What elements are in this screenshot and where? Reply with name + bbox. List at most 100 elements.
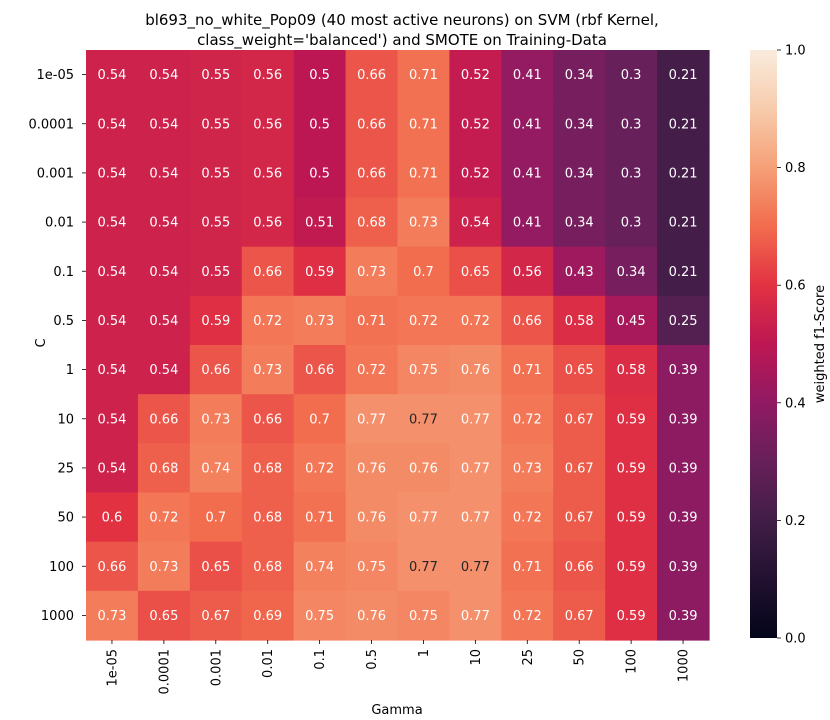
heatmap-cell-label: 0.41 [513,166,542,181]
colorbar-tick-label: 0.0 [785,632,806,647]
heatmap-cell-label: 0.68 [253,511,282,526]
chart-title-line-1: bl693_no_white_Pop09 (40 most active neu… [145,11,659,30]
heatmap-cell [86,246,139,297]
heatmap-cell [189,394,243,444]
heatmap-cell [241,345,295,395]
heatmap-cell [241,295,295,346]
heatmap-cell-label: 0.72 [513,511,542,526]
heatmap-cell-label: 0.77 [409,560,438,575]
heatmap-cell [553,197,606,248]
heatmap-cell-labels: 0.54 0.54 0.55 0.56 0.5 0.66 0.71 0.52 0.41 0.34 0… [97,68,697,624]
heatmap-cell-label: 0.66 [201,363,230,378]
heatmap-cell [449,394,502,444]
heatmap-cell [657,246,710,297]
heatmap-cell-label: 0.74 [201,461,230,476]
colorbar-ticks: 0.0 0.2 0.4 0.6 0.8 1.0 [777,44,806,647]
heatmap-cell [345,246,399,297]
heatmap-cell-label: 0.54 [149,117,178,132]
heatmap-cell [137,590,191,641]
heatmap-cell [86,50,139,100]
heatmap-cell-label: 0.77 [461,461,490,476]
heatmap-cell-label: 0.76 [461,363,490,378]
heatmap-cell [137,345,191,395]
x-tick-label: 50 [573,649,588,666]
heatmap-cell-label: 0.34 [565,68,594,83]
heatmap-cell [86,295,139,346]
heatmap-cell-label: 0.34 [565,216,594,231]
heatmap-cell [657,541,710,592]
heatmap-cell-label: 0.67 [565,511,594,526]
y-tick-label: 10 [57,412,74,427]
heatmap-cell [293,246,347,297]
heatmap-cell-label: 0.77 [409,511,438,526]
heatmap-cell [605,99,658,149]
heatmap-cell-label: 0.72 [513,412,542,427]
heatmap-cell [137,148,191,199]
heatmap-cell-label: 0.73 [305,314,334,329]
heatmap-cell [137,443,191,494]
y-tick-label: 1 [66,363,74,378]
heatmap-cell [345,148,399,199]
heatmap-cell [137,99,191,149]
heatmap-cell-label: 0.71 [357,314,386,329]
heatmap-cell [501,541,554,592]
heatmap-cell-label: 0.58 [565,314,594,329]
heatmap-cell [241,590,295,641]
heatmap-cell-label: 0.73 [513,461,542,476]
heatmap-cell-label: 0.67 [565,461,594,476]
heatmap-cell-label: 0.76 [409,461,438,476]
heatmap-cell-label: 0.39 [669,363,698,378]
heatmap-cell-label: 0.51 [305,216,334,231]
heatmap-cell-label: 0.55 [201,216,230,231]
heatmap-cell [241,148,295,199]
heatmap-cell [449,197,502,248]
heatmap-cell [86,492,139,543]
heatmap-cell-label: 0.77 [461,412,490,427]
heatmap-cell [293,50,347,100]
heatmap-cell-label: 0.39 [669,461,698,476]
heatmap-cell [189,246,243,297]
colorbar [750,50,777,638]
heatmap-cell-label: 0.72 [149,511,178,526]
heatmap-cell [137,492,191,543]
heatmap-cell-label: 0.54 [97,166,126,181]
heatmap-cell [345,590,399,641]
heatmap-cell-label: 0.54 [149,265,178,280]
heatmap-cell [449,295,502,346]
heatmap-cell-label: 0.72 [305,461,334,476]
x-tick-label: 0.0001 [157,649,172,695]
heatmap-cell-label: 0.68 [253,461,282,476]
heatmap-cell-label: 0.65 [201,560,230,575]
heatmap-cell [397,197,451,248]
heatmap-cell-label: 0.41 [513,216,542,231]
heatmap-cell-label: 0.72 [461,314,490,329]
heatmap-cell-label: 0.66 [565,560,594,575]
heatmap-cell-label: 0.21 [669,265,698,280]
heatmap-cell [605,394,658,444]
heatmap-cell-label: 0.67 [565,609,594,624]
heatmap-cell-label: 0.45 [617,314,646,329]
heatmap-cell [605,443,658,494]
heatmap-cell [553,50,606,100]
heatmap-cell [553,541,606,592]
heatmap-cell [293,590,347,641]
heatmap-cell-label: 0.66 [513,314,542,329]
heatmap-cell [137,295,191,346]
heatmap-cell [293,148,347,199]
heatmap-cell-label: 0.76 [357,609,386,624]
heatmap-cell-label: 0.56 [253,117,282,132]
heatmap-cell [605,541,658,592]
heatmap-cell-label: 0.7 [205,511,226,526]
heatmap-cell-label: 0.58 [617,363,646,378]
heatmap-cell-label: 0.59 [617,461,646,476]
heatmap-cell [449,492,502,543]
x-tick-label: 0.5 [365,649,380,670]
heatmap-cell-label: 0.71 [409,117,438,132]
y-axis-label: C [34,338,49,347]
heatmap-cell [657,394,710,444]
heatmap-cell [397,492,451,543]
x-tick-label: 10 [469,649,484,666]
y-tick-label: 0.001 [37,166,74,181]
heatmap-cell-label: 0.54 [97,461,126,476]
